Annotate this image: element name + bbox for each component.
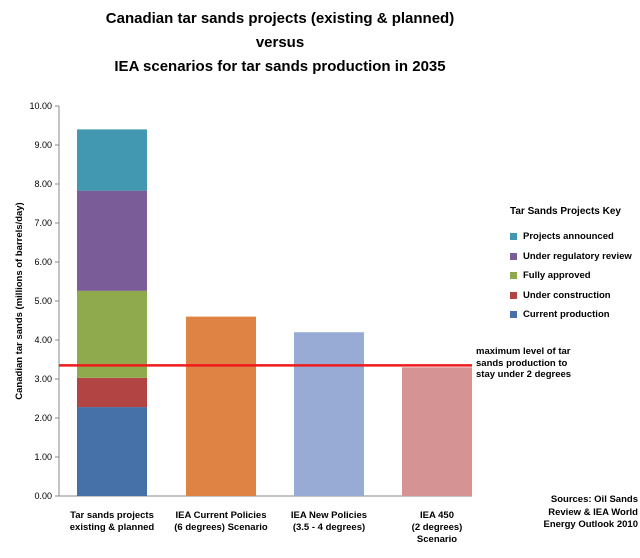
y-tick-label-5: 5.00 — [34, 296, 52, 306]
y-tick-label-6: 6.00 — [34, 257, 52, 267]
chart-title-line-2: versus — [255, 34, 305, 51]
bar-segment-announced — [77, 129, 147, 191]
y-tick-label-4: 4.00 — [34, 335, 52, 345]
y-tick-label-0: 0.00 — [34, 491, 52, 501]
legend-title: Tar Sands Projects Key — [510, 206, 621, 217]
y-tick-label-1: 1.00 — [34, 452, 52, 462]
bar-iea-2 — [294, 332, 364, 496]
sources-line-3: Energy Outlook 2010 — [543, 519, 638, 530]
x-category-label-2-line-2: (6 degrees) Scenario — [174, 522, 268, 533]
bar-iea-1 — [186, 316, 256, 496]
bar-iea-3 — [402, 367, 472, 496]
legend-label-construction: Under construction — [523, 289, 611, 301]
x-category-label-4-line-3: Scenario — [417, 534, 457, 545]
y-axis-title: Canadian tar sands (millions of barrels/… — [14, 202, 25, 399]
x-category-label-3-line-2: (3.5 - 4 degrees) — [293, 522, 365, 533]
bar-segment-regulatory — [77, 190, 147, 291]
chart-title-line-3: IEA scenarios for tar sands production i… — [114, 58, 446, 75]
legend-item-announced: Projects announced — [510, 227, 638, 247]
bar-segment-construction — [77, 377, 147, 408]
threshold-annotation-line-2: sands production to — [476, 357, 568, 369]
y-tick-label-2: 2.00 — [34, 413, 52, 423]
legend: Tar Sands Projects Key Projects announce… — [510, 206, 638, 325]
legend-item-construction: Under construction — [510, 286, 638, 306]
x-category-label-2-line-1: IEA Current Policies — [176, 510, 267, 521]
sources-note: Sources: Oil Sands Review & IEA World En… — [528, 494, 638, 532]
sources-line-2: Review & IEA World — [548, 506, 638, 518]
legend-item-regulatory: Under regulatory review — [510, 247, 638, 267]
x-category-label-4-line-1: IEA 450 — [420, 510, 454, 521]
y-tick-label-3: 3.00 — [34, 374, 52, 384]
legend-item-approved: Fully approved — [510, 266, 638, 286]
x-category-label-1-line-2: existing & planned — [70, 522, 155, 533]
threshold-annotation: maximum level of tar sands production to… — [476, 346, 636, 381]
legend-swatch-approved — [510, 272, 517, 280]
x-category-label-1-line-1: Tar sands projects — [70, 510, 154, 521]
legend-label-announced: Projects announced — [523, 231, 614, 243]
bar-segment-current — [77, 407, 147, 496]
threshold-annotation-line-3: stay under 2 degrees — [476, 369, 572, 380]
legend-swatch-regulatory — [510, 252, 517, 260]
y-tick-label-10: 10.00 — [29, 101, 52, 111]
x-category-label-3-line-1: IEA New Policies — [291, 510, 367, 521]
bar-segment-approved — [77, 290, 147, 378]
x-category-label-4-line-2: (2 degrees) — [412, 522, 463, 533]
legend-label-approved: Fully approved — [523, 270, 591, 282]
legend-swatch-construction — [510, 291, 517, 299]
legend-label-current: Current production — [523, 309, 610, 321]
chart-title-line-1: Canadian tar sands projects (existing & … — [105, 10, 455, 27]
y-tick-label-9: 9.00 — [34, 140, 52, 150]
legend-label-regulatory: Under regulatory review — [523, 250, 632, 262]
y-tick-label-7: 7.00 — [34, 218, 52, 228]
legend-item-current: Current production — [510, 305, 638, 325]
legend-swatch-announced — [510, 233, 517, 241]
y-tick-label-8: 8.00 — [34, 179, 52, 189]
threshold-annotation-line-1: maximum level of tar — [476, 346, 571, 357]
legend-swatch-current — [510, 311, 517, 319]
sources-line-1: Sources: Oil Sands — [550, 494, 638, 505]
